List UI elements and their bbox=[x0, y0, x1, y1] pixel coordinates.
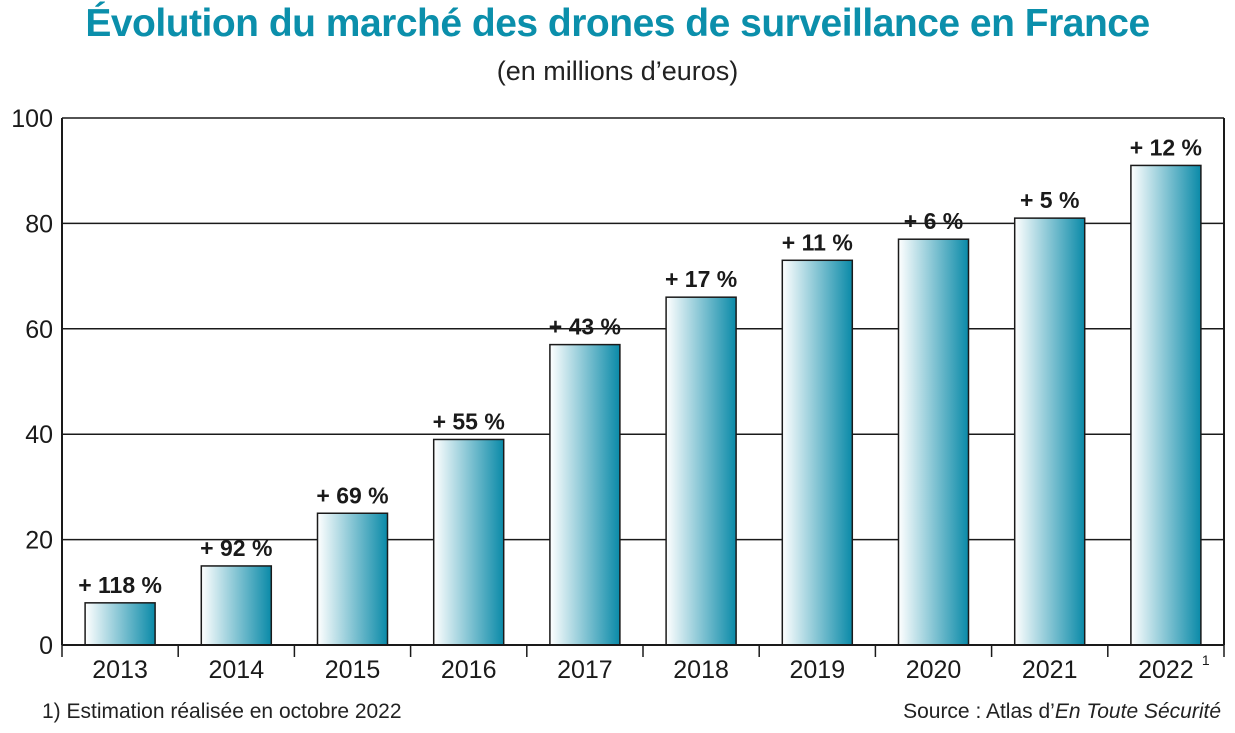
x-tick-label: 2014 bbox=[208, 656, 264, 684]
x-tick-label: 2022 bbox=[1138, 656, 1194, 684]
x-tick-label: 2018 bbox=[673, 656, 729, 684]
footnote: 1) Estimation réalisée en octobre 2022 bbox=[42, 700, 402, 723]
bar-2018 bbox=[665, 296, 737, 646]
bar-2017 bbox=[549, 343, 621, 646]
bar-2016 bbox=[432, 438, 505, 646]
data-label: + 92 % bbox=[200, 535, 272, 561]
source-italic: En Toute Sécurité bbox=[1054, 700, 1221, 723]
chart-title: Évolution du marché des drones de survei… bbox=[85, 2, 1150, 45]
y-tick-label: 80 bbox=[25, 210, 53, 238]
bar-2019 bbox=[781, 259, 854, 646]
bar-2022 bbox=[1130, 164, 1202, 646]
chart-subtitle: (en millions d’euros) bbox=[496, 56, 739, 86]
y-tick-label: 40 bbox=[25, 421, 53, 449]
x-tick-label: 2020 bbox=[906, 656, 962, 684]
bar-2021 bbox=[1013, 217, 1086, 646]
x-tick-label: 2016 bbox=[441, 656, 497, 684]
source-prefix: Source : Atlas d’ bbox=[903, 700, 1055, 723]
y-tick-label: 100 bbox=[11, 105, 53, 133]
bar-2020 bbox=[897, 238, 970, 646]
x-tick-label: 2013 bbox=[92, 656, 148, 684]
axes bbox=[61, 118, 1225, 657]
data-label: + 12 % bbox=[1130, 134, 1202, 160]
data-label: + 43 % bbox=[549, 314, 621, 340]
x-tick-label: 2019 bbox=[789, 656, 845, 684]
x-tick-superscript: 1 bbox=[1202, 652, 1210, 668]
data-label: + 6 % bbox=[904, 208, 963, 234]
y-tick-label: 60 bbox=[25, 316, 53, 344]
y-tick-label: 20 bbox=[25, 527, 53, 555]
labels: 0 20 40 60 80 100 + 118 % 2013 + 92 % 2014 + 69 % 2… bbox=[11, 105, 1210, 684]
data-label: + 5 % bbox=[1020, 187, 1079, 213]
bar-2013 bbox=[84, 602, 156, 646]
data-label: + 11 % bbox=[782, 229, 853, 255]
data-label: + 55 % bbox=[433, 408, 505, 434]
x-tick-label: 2021 bbox=[1022, 656, 1078, 684]
data-label: + 118 % bbox=[78, 572, 162, 598]
bar-2015 bbox=[316, 512, 389, 646]
x-tick-label: 2017 bbox=[557, 656, 613, 684]
data-label: + 69 % bbox=[316, 482, 388, 508]
data-label: + 17 % bbox=[665, 266, 737, 292]
source-note: Source : Atlas d’En Toute Sécurité bbox=[903, 700, 1221, 724]
bar-2014 bbox=[200, 565, 273, 646]
bars bbox=[84, 164, 1202, 646]
x-tick-label: 2015 bbox=[325, 656, 381, 684]
y-tick-label: 0 bbox=[39, 632, 53, 660]
